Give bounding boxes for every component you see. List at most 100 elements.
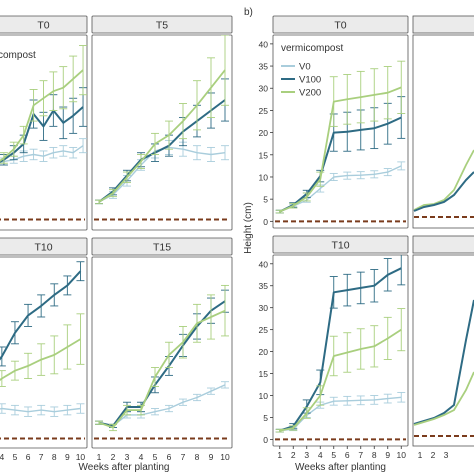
- strip-a-T10: [0, 237, 88, 256]
- y-tick-label: 10: [259, 391, 269, 401]
- x-tick-label: 6: [345, 450, 350, 460]
- series-line-V0: [0, 145, 84, 164]
- legend-label-V0: V0: [299, 62, 311, 73]
- x-tick-label: 9: [385, 450, 390, 460]
- x-tick-label: 8: [195, 452, 200, 462]
- x-tick-label: 7: [358, 450, 363, 460]
- y-tick-label: 25: [259, 325, 269, 335]
- x-tick-label: 5: [331, 450, 336, 460]
- series-line-V100: [279, 267, 402, 432]
- x-tick-label: 7: [181, 452, 186, 462]
- series-line-V100: [0, 270, 82, 361]
- y-tick-label: 25: [259, 106, 269, 116]
- panel-title-a-T15: T15: [153, 242, 171, 254]
- series-line-V0: [279, 396, 402, 432]
- strip-cropped: [412, 235, 474, 254]
- y-tick-label: 5: [263, 413, 268, 423]
- plot-content-a-T5: [94, 35, 230, 221]
- x-tick-label: 1: [418, 450, 423, 460]
- y-axis-title: Height (cm): [243, 202, 254, 254]
- y-tick-label: 5: [263, 195, 268, 205]
- x-tick-label: 9: [209, 452, 214, 462]
- x-tick-label: 10: [76, 452, 86, 462]
- y-tick-label: 15: [259, 369, 269, 379]
- series-line-V100: [98, 300, 226, 427]
- x-tick-label: 3: [125, 452, 130, 462]
- plot-content-a-T0: [0, 45, 87, 221]
- series-line-V200: [279, 328, 402, 432]
- legend: vermicompost V0 V100 V200: [281, 43, 343, 99]
- plot-area-a-T10: [0, 256, 88, 449]
- x-axis-title: Weeks after planting: [295, 462, 386, 473]
- x-tick-label: 3: [444, 450, 449, 460]
- y-tick-label: 30: [259, 84, 269, 94]
- series-line-V100: [0, 106, 84, 163]
- x-tick-label: 10: [220, 452, 230, 462]
- x-tick-label: 2: [431, 450, 436, 460]
- x-tick-label: 6: [167, 452, 172, 462]
- panel-title-b-T0: T0: [334, 20, 346, 32]
- strip-a-T15: [91, 237, 233, 256]
- series-line-V100: [279, 116, 402, 213]
- y-tick-label: 20: [259, 347, 269, 357]
- x-tick-label: 8: [52, 452, 57, 462]
- x-tick-label: 8: [372, 450, 377, 460]
- plot-content-a-T15: [94, 284, 230, 440]
- x-tick-label: 5: [13, 452, 18, 462]
- y-tick-label: 0: [263, 435, 268, 445]
- y-tick-label: 15: [259, 150, 269, 160]
- series-line-V200: [0, 69, 84, 162]
- x-tick-label: 5: [153, 452, 158, 462]
- panel-cropped-right-2: [412, 235, 474, 447]
- series-line-V200: [0, 338, 81, 381]
- strip-a-T0: [0, 15, 88, 34]
- series-line-V0: [279, 165, 402, 213]
- series-line-V100: [413, 171, 474, 212]
- strip-cropped: [412, 15, 474, 34]
- series-line-V200: [98, 69, 226, 203]
- x-tick-label: 2: [291, 450, 296, 460]
- panel-a-T15: T15: [91, 237, 233, 449]
- series-line-V100: [413, 299, 474, 425]
- x-tick-label: 4: [0, 452, 4, 462]
- panel-title-a-T0: T0: [37, 20, 49, 32]
- x-axis-title-left: Weeks after planting: [79, 462, 170, 473]
- y-tick-label: 10: [259, 172, 269, 182]
- y-tick-label: 30: [259, 303, 269, 313]
- series-line-V0: [0, 407, 81, 413]
- strip-b-T10: [272, 235, 409, 254]
- series-line-V200: [98, 309, 226, 429]
- series-line-V200: [413, 371, 474, 426]
- series-line-V200: [279, 86, 402, 213]
- y-tick-label: 0: [263, 217, 268, 227]
- x-tick-label: 4: [318, 450, 323, 460]
- plot-content-b-T0: [275, 60, 406, 223]
- panel-title-a-T10: T10: [34, 242, 52, 254]
- x-tick-label: 6: [26, 452, 31, 462]
- x-tick-label: 1: [97, 452, 102, 462]
- legend-title: vermicompost: [281, 43, 343, 54]
- strip-a-T5: [91, 15, 233, 34]
- series-line-V0: [98, 384, 226, 427]
- legend-label-V100: V100: [299, 75, 321, 86]
- panel-cropped-right-1: [412, 15, 474, 229]
- panel-title-a-T5: T5: [156, 20, 168, 32]
- x-tick-label: 9: [65, 452, 70, 462]
- strip-b-T0: [272, 15, 409, 34]
- y-tick-label: 35: [259, 62, 269, 72]
- panel-b-T0: T0 0 5 10 15 20 25 30 35 40 vermicompost V0 V100 V200: [259, 15, 409, 229]
- legend-title-partial: compost: [0, 50, 36, 61]
- y-tick-label: 40: [259, 259, 269, 269]
- x-tick-label: 10: [397, 450, 407, 460]
- x-tick-label: 7: [39, 452, 44, 462]
- panel-letter-b: b): [244, 7, 253, 18]
- panel-a-T5: T5: [91, 15, 233, 231]
- y-tick-label: 20: [259, 128, 269, 138]
- y-tick-label: 35: [259, 281, 269, 291]
- x-tick-label: 3: [304, 450, 309, 460]
- x-tick-label: 2: [111, 452, 116, 462]
- plot-area-a-T15: [91, 256, 233, 449]
- series-line-V100: [98, 99, 226, 203]
